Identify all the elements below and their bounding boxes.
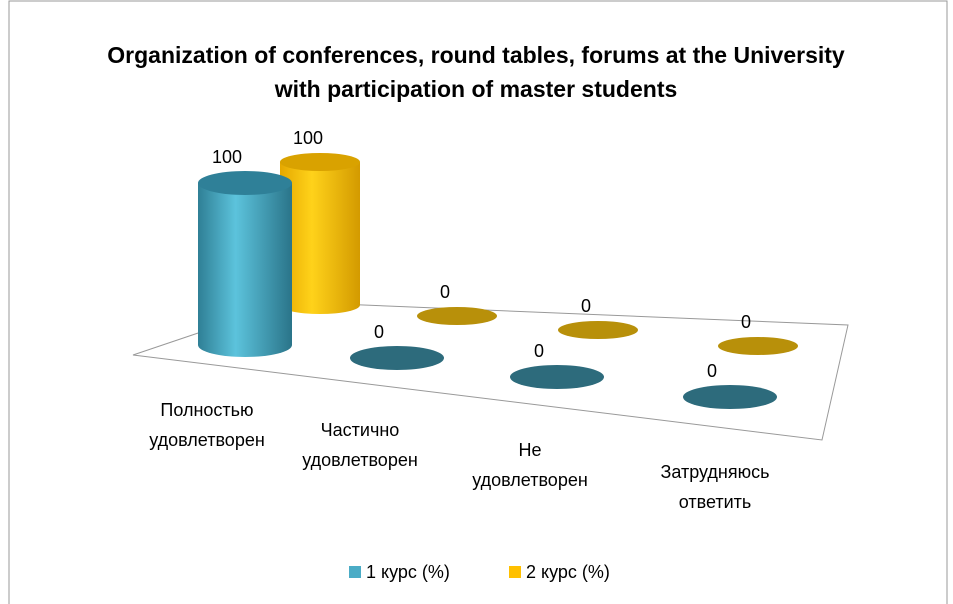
x-tick-label: Полностью удовлетворен bbox=[149, 400, 265, 450]
cylinder bbox=[683, 385, 777, 409]
value-label: 0 bbox=[581, 296, 591, 316]
value-label: 100 bbox=[212, 147, 242, 167]
cylinder bbox=[350, 346, 444, 370]
x-tick-label: Частично удовлетворен bbox=[302, 420, 418, 470]
cylinder bbox=[198, 171, 292, 357]
value-label: 0 bbox=[707, 361, 717, 381]
legend-swatch bbox=[509, 566, 521, 578]
value-label: 0 bbox=[741, 312, 751, 332]
value-label: 0 bbox=[374, 322, 384, 342]
cylinder bbox=[558, 321, 638, 339]
chart-title: Organization of conferences, round table… bbox=[107, 42, 845, 102]
value-label: 0 bbox=[440, 282, 450, 302]
legend-label: 2 курс (%) bbox=[526, 562, 610, 582]
value-label: 0 bbox=[534, 341, 544, 361]
cylinder bbox=[417, 307, 497, 325]
legend-label: 1 курс (%) bbox=[366, 562, 450, 582]
cylinder bbox=[718, 337, 798, 355]
x-tick-label: Не удовлетворен bbox=[472, 440, 588, 490]
cylinder bbox=[510, 365, 604, 389]
frame bbox=[8, 0, 948, 604]
value-label: 100 bbox=[293, 128, 323, 148]
x-tick-label: Затрудняюсь ответить bbox=[660, 462, 770, 512]
cylinder bbox=[280, 153, 360, 314]
legend-swatch bbox=[349, 566, 361, 578]
